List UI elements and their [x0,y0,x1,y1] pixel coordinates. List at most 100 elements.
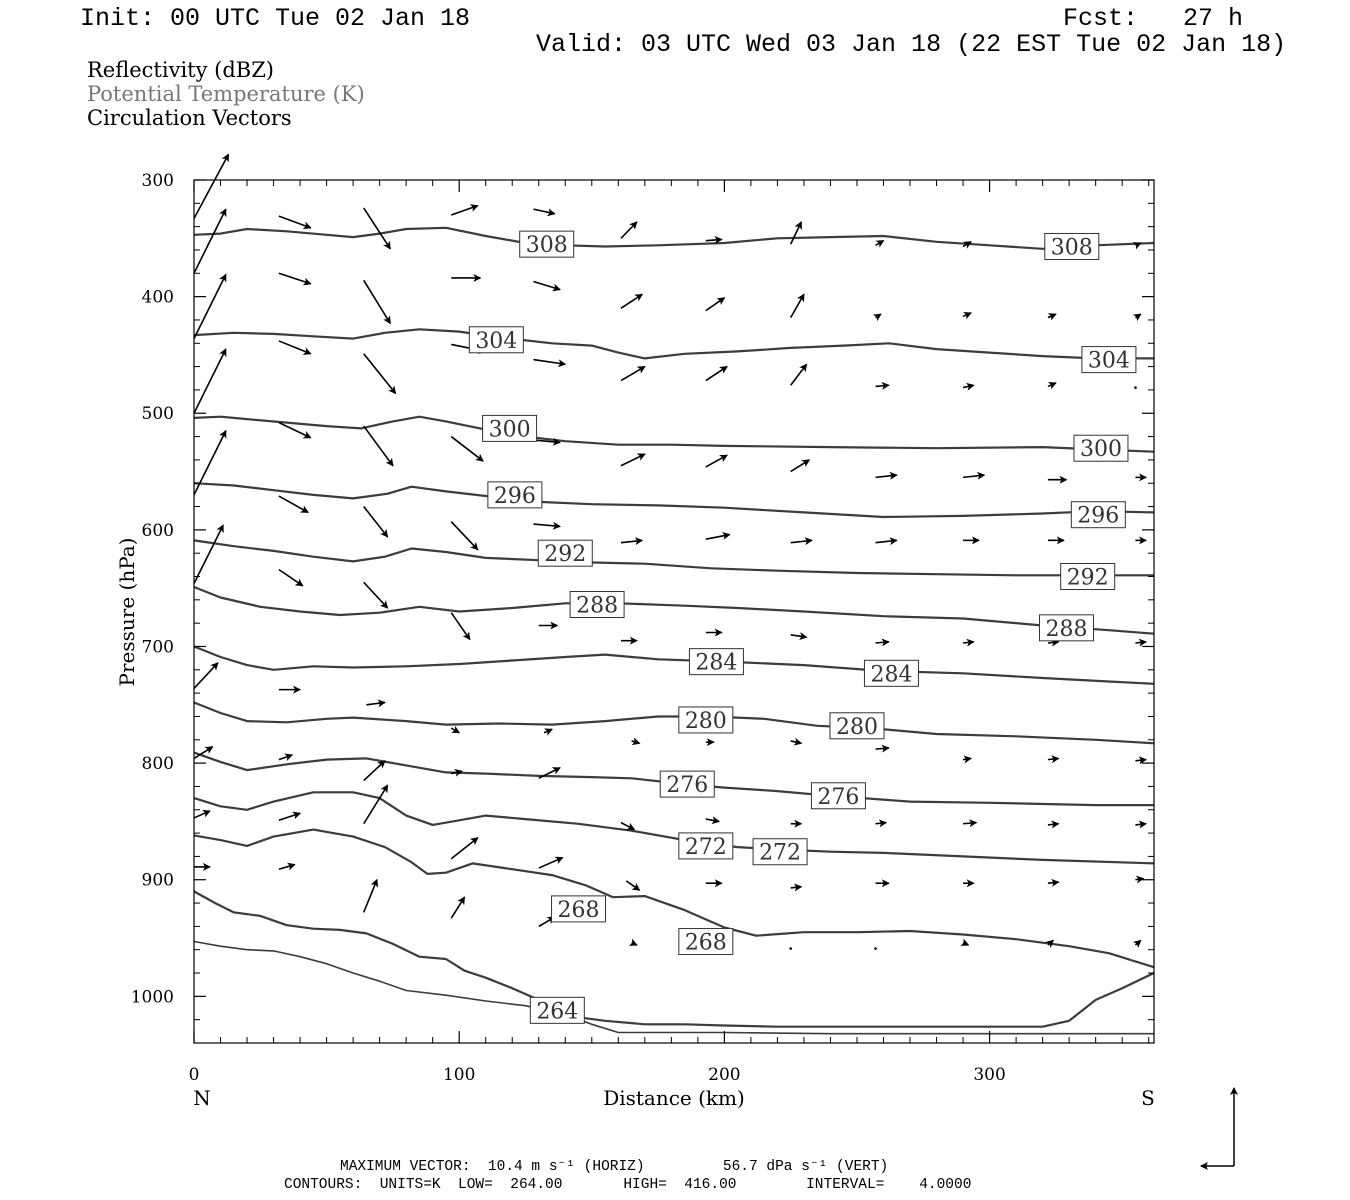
svg-text:304: 304 [475,329,517,354]
circulation-vector [960,938,970,946]
contour-line-lowest [193,940,1154,1035]
reference-vector-key [1200,1087,1238,1170]
contour-label-276: 276 [659,770,715,798]
circulation-vector [705,531,731,540]
circulation-vector [193,746,214,760]
x-tick-label: 200 [708,1065,740,1085]
circulation-vector [625,880,641,891]
contour-label-300: 300 [1073,434,1129,462]
svg-text:300: 300 [489,417,531,442]
contour-label-268: 268 [678,928,734,956]
circulation-vector [962,755,973,764]
circulation-vector [875,744,890,753]
circulation-vector [363,760,386,782]
circulation-vector [620,537,644,546]
circulation-vector [278,495,309,514]
circulation-vector [790,537,813,546]
svg-text:296: 296 [494,484,536,509]
circulation-vector [962,638,975,647]
contour-line-296 [193,482,1155,519]
svg-text:268: 268 [685,931,727,956]
y-tick-label: 400 [142,288,174,308]
circulation-vector [278,753,294,762]
circulation-vector [193,429,227,496]
circulation-vector [705,816,721,825]
circulation-vector [193,662,219,690]
circulation-vector [1047,820,1060,829]
circulation-vector [962,471,986,480]
svg-text:288: 288 [576,594,618,619]
contour-line-300 [193,415,1155,453]
svg-text:292: 292 [1067,566,1109,591]
contour-label-272: 272 [752,838,808,866]
circulation-vector [962,382,975,391]
contour-label-304: 304 [468,326,524,354]
x-tick-label: 300 [973,1065,1005,1085]
svg-text:268: 268 [558,898,600,923]
y-tick-label: 900 [142,871,174,891]
y-tick-label: 700 [142,637,174,657]
contour-label-288: 288 [1038,614,1094,642]
init-time: Init: 00 UTC Tue 02 Jan 18 [80,4,471,33]
circulation-vector [790,632,808,641]
circulation-vector [620,365,646,382]
svg-text:280: 280 [685,709,727,734]
contour-label-296: 296 [487,481,543,509]
circulation-vector [450,521,479,551]
x-end-label-left: N [193,1086,211,1110]
circulation-vector [875,381,890,390]
contour-line-288 [193,585,1155,635]
circulation-vector [363,506,389,538]
contour-line-280 [193,701,1155,745]
contours-note: CONTOURS: UNITS=K LOW= 264.00 HIGH= 416.… [284,1177,972,1193]
circulation-vector [620,821,636,831]
circulation-vector [193,810,211,819]
svg-text:304: 304 [1088,349,1130,374]
contour-line-284 [193,645,1155,685]
circulation-vector [538,856,564,869]
circulation-vector [620,453,646,467]
circulation-vector [705,365,728,382]
circulation-vector [790,363,808,386]
legend-vectors: Circulation Vectors [87,106,292,130]
y-tick-label: 600 [142,521,174,541]
contour-label-276: 276 [810,782,866,810]
circulation-vector [193,273,227,339]
contour-label-280: 280 [678,706,734,734]
circulation-vector [789,221,803,245]
contour-label-292: 292 [1060,563,1116,591]
circulation-vector [362,878,379,913]
svg-text:280: 280 [836,715,878,740]
circulation-vector [363,353,397,395]
circulation-vector [451,768,463,777]
circulation-vector [1047,755,1060,764]
forecast-hour: Fcst: 27 h [1063,4,1244,33]
contour-line-304 [193,328,1154,360]
circulation-vector [1135,820,1148,829]
contour-label-296: 296 [1070,501,1126,529]
circulation-vector [1132,313,1142,322]
circulation-vector [450,896,466,919]
contour-label-280: 280 [829,712,885,740]
circulation-vector [1132,242,1142,250]
circulation-vector [875,819,888,828]
circulation-vectors [193,153,1148,950]
circulation-vector [962,312,972,320]
contour-label-268: 268 [551,895,607,923]
contour-line-292 [193,539,1154,577]
circulation-vector [278,811,302,822]
circulation-vector [705,235,723,244]
circulation-vector [705,297,726,312]
contour-label-304: 304 [1081,346,1137,374]
contour-line-276 [193,751,1154,807]
y-tick-label: 500 [142,404,174,424]
svg-text:284: 284 [870,662,912,687]
circulation-vector [363,784,389,825]
axis-ticks: 300 400 500 600 700 800 900 1000 0 100 200 300 [131,171,1154,1085]
plot-frame [193,179,1155,1044]
contour-label-300: 300 [482,414,538,442]
circulation-vector [790,883,803,892]
circulation-vector [620,221,638,239]
circulation-vector [533,358,567,368]
circulation-vector [450,837,479,860]
